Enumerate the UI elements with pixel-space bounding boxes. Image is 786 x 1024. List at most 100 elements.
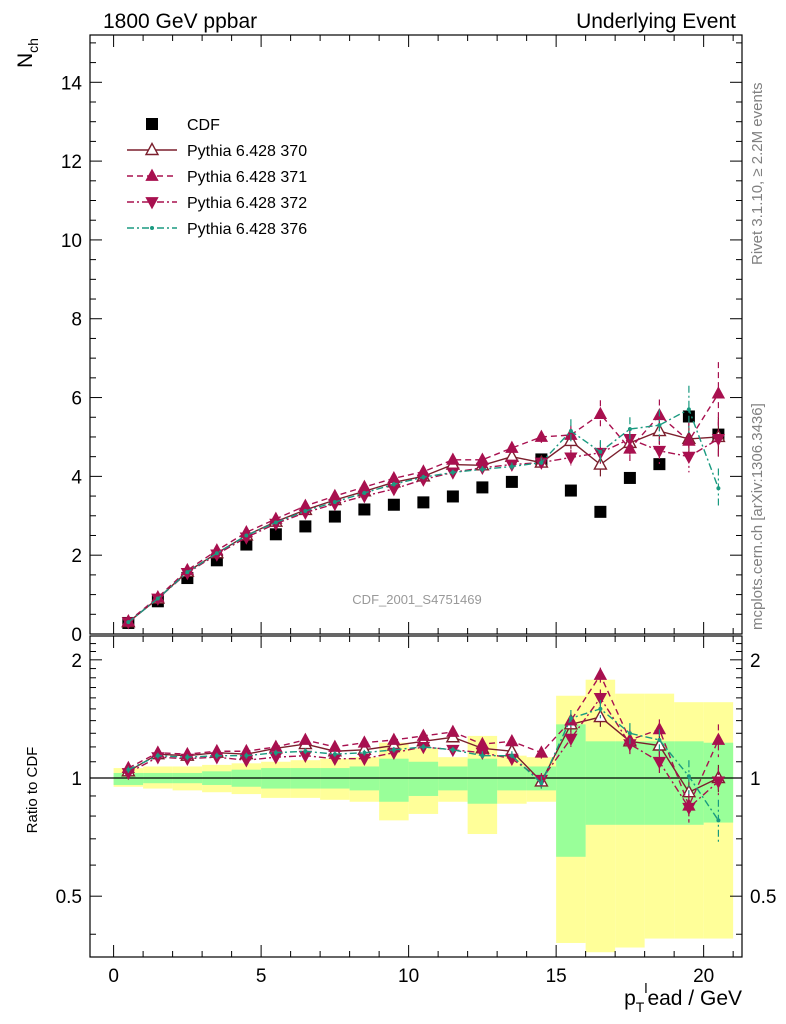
- main-series-4-point: [450, 470, 455, 475]
- ratio-series-1-point: [328, 739, 342, 752]
- main-series-4-point: [568, 429, 573, 434]
- legend-entry-2: Pythia 6.428 371: [127, 168, 307, 186]
- ratio-series-3-point: [126, 767, 131, 772]
- main-series-3-point: [711, 434, 726, 447]
- ratio-series-3-point: [332, 752, 337, 757]
- ratio-series-3-point: [716, 818, 721, 823]
- main-ytick-label: 14: [61, 73, 83, 94]
- xlabel-sub: T: [636, 999, 645, 1015]
- ratio-series-1-point: [593, 667, 608, 680]
- main-series-4: [126, 385, 721, 625]
- side-label-bottom: mcplots.cern.ch [arXiv:1306.3436]: [749, 403, 766, 630]
- main-series-0-point: [417, 496, 430, 509]
- ratio-series-3-point: [303, 749, 308, 754]
- main-series-4-point: [686, 407, 691, 412]
- ratio-series-3-point: [391, 747, 396, 752]
- title-left: 1800 GeV ppbar: [103, 10, 257, 33]
- main-series-4-point: [155, 596, 160, 601]
- legend-entry-2-label: Pythia 6.428 371: [187, 169, 307, 186]
- ratio-series-3-point: [214, 753, 219, 758]
- xlabel-sup: l: [644, 980, 647, 996]
- ratio-xtick-label: 10: [398, 966, 419, 987]
- ratio-bands: [113, 679, 734, 953]
- ratio-ytick-label: 0.5: [56, 887, 82, 908]
- main-series-4-point: [332, 499, 337, 504]
- main-ytick-label: 6: [71, 389, 82, 410]
- main-series-0-point: [358, 503, 371, 516]
- main-ytick-label: 2: [71, 546, 82, 567]
- ratio-series-3-point: [568, 716, 573, 721]
- main-series-0-point: [387, 498, 400, 511]
- legend-entry-1: Pythia 6.428 370: [127, 142, 307, 160]
- ratio-series-1-point: [269, 739, 283, 752]
- legend-entry-4-marker: [150, 226, 154, 230]
- main-series-4-point: [598, 449, 603, 454]
- main-ylabel-main: N: [14, 53, 37, 68]
- main-series-0-point: [653, 458, 666, 471]
- ratio-series-1-point: [446, 724, 460, 737]
- legend-entry-1-marker: [144, 142, 160, 156]
- main-series-4-point: [303, 509, 308, 514]
- main-series-3-point: [239, 532, 254, 545]
- ratio-series-3-point: [244, 753, 249, 758]
- ratio-band-green: [408, 761, 439, 796]
- ratio-series-1-point: [711, 732, 726, 745]
- ratio-series-3-point: [273, 750, 278, 755]
- main-series-4-point: [627, 427, 632, 432]
- main-series-2-point: [593, 406, 608, 420]
- main-series-2-point: [534, 429, 549, 442]
- ratio-band-green: [615, 741, 645, 825]
- ratio-series-3-point: [686, 774, 691, 779]
- ratio-series-2-point: [711, 776, 726, 789]
- main-series-3-point: [564, 452, 578, 465]
- ratio-band-green: [379, 758, 409, 802]
- ratio-series-3-point: [421, 744, 426, 749]
- ratio-xtick-label: 0: [108, 966, 119, 987]
- main-panel: 0 2 4 6 8 10 12 14: [61, 34, 743, 646]
- ratio-series-3-line: [128, 708, 719, 821]
- ratio-series-2-point: [564, 733, 578, 746]
- main-ytick-label: 10: [61, 231, 82, 252]
- main-frame: [89, 34, 743, 635]
- main-series-0-point: [505, 475, 518, 488]
- main-series-0-point: [446, 490, 459, 503]
- main-ytick-label: 0: [71, 625, 82, 646]
- ratio-ytick-label-right: 1: [750, 769, 761, 790]
- ratio-series-1-point: [416, 728, 431, 741]
- legend-entry-0-marker: [146, 118, 158, 130]
- ratio-ytick-label: 1: [71, 769, 82, 790]
- main-ytick-label: 12: [61, 152, 82, 173]
- legend-entry-4-label: Pythia 6.428 376: [187, 221, 307, 238]
- ratio-ytick-label: 2: [71, 651, 82, 672]
- main-series-0-point: [594, 505, 607, 518]
- ratio-series-2-point: [593, 692, 608, 706]
- ratio-series-1-point: [534, 745, 549, 758]
- watermark: CDF_2001_S4751469: [352, 592, 481, 607]
- legend-entry-3-marker: [145, 197, 159, 210]
- legend-entry-4: Pythia 6.428 376: [127, 221, 307, 238]
- main-series-3-point: [652, 445, 667, 459]
- main-series-4-point: [273, 520, 278, 525]
- side-label-top: Rivet 3.1.10, ≥ 2.2M events: [749, 83, 766, 266]
- legend-entry-3: Pythia 6.428 372: [127, 195, 307, 212]
- ratio-series-1-point: [298, 732, 313, 745]
- main-series-4-point: [126, 620, 131, 625]
- xlabel-post: ead / GeV: [647, 987, 742, 1010]
- main-series-2: [121, 362, 726, 627]
- ratio-band-green: [585, 741, 616, 825]
- main-series-4-point: [539, 460, 544, 465]
- main-series-4-point: [391, 482, 396, 487]
- ratio-xtick-label: 5: [256, 966, 267, 987]
- main-series-4-point: [421, 475, 426, 480]
- legend: CDF Pythia 6.428 370 Pythia 6.428 371 Pythi…: [127, 117, 307, 238]
- ratio-series-3-point: [185, 755, 190, 760]
- main-series-2-point: [328, 488, 342, 501]
- main-series-4-point: [214, 551, 219, 556]
- main-series-0-point: [269, 528, 282, 541]
- ratio-series-3-point: [657, 737, 662, 742]
- main-series-4-point: [716, 486, 721, 491]
- ratio-ytick-label-right: 0.5: [750, 887, 776, 908]
- legend-entry-3-label: Pythia 6.428 372: [187, 195, 307, 212]
- ratio-series-3-point: [509, 753, 514, 758]
